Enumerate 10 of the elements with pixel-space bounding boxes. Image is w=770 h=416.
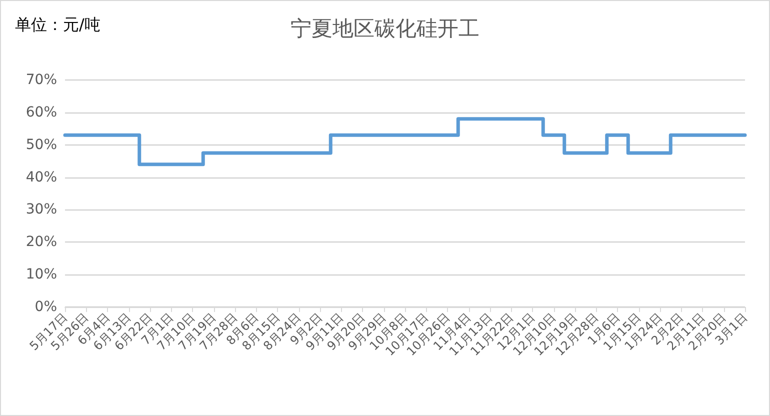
y-tick-label: 40% xyxy=(26,169,57,186)
text: 单位：元/吨 xyxy=(15,15,100,36)
y-tick-label: 70% xyxy=(26,72,57,88)
y-tick-label: 20% xyxy=(26,234,57,250)
y-tick-label: 0% xyxy=(34,299,57,315)
y-tick-label: 50% xyxy=(26,136,57,153)
y-tick-label: 10% xyxy=(26,266,57,283)
y-tick-label: 60% xyxy=(26,104,57,120)
y-tick-label: 30% xyxy=(26,202,57,218)
chart-title: 宁夏地区碳化硅开工 xyxy=(290,16,480,40)
